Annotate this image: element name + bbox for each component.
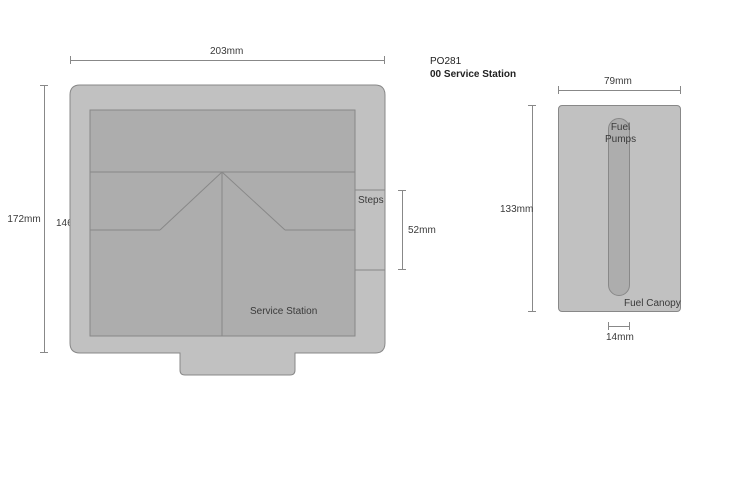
dim-pump-width: 14mm: [606, 332, 634, 343]
fuel-canopy-label: Fuel Canopy: [624, 298, 681, 309]
dim-canopy-height: 133mm: [500, 204, 533, 215]
service-station-label: Service Station: [250, 306, 317, 317]
dim-canopy-width: 79mm: [604, 76, 632, 87]
steps-label: Steps: [358, 195, 384, 206]
dim-line-pump-width: [608, 326, 630, 327]
dim-line-canopy-width: [558, 90, 681, 91]
fuel-pumps-label: Fuel Pumps: [605, 122, 636, 146]
